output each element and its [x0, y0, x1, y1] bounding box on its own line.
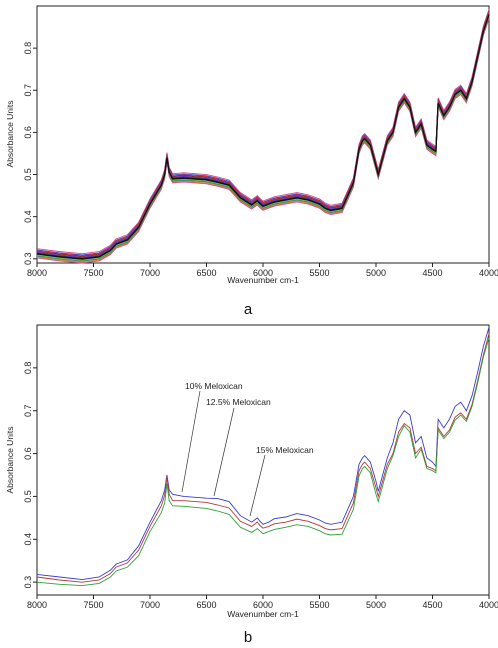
chart-b-y-axis-label: Absorbance Units	[5, 426, 15, 493]
chart-b-y-ticks: 0.3 0.4 0.5 0.6 0.7 0.8	[23, 362, 37, 589]
chart-a-spectrum-line	[36, 16, 490, 262]
y-tick-label: 0.8	[23, 42, 33, 55]
chart-a-spectrum-line	[36, 18, 490, 264]
annotation-leader-12-5	[213, 407, 235, 497]
annotation-12-5-meloxican: 12.5% Meloxican	[206, 397, 271, 407]
chart-a-spectrum-line	[36, 11, 490, 257]
chart-a-panel-label: a	[244, 301, 253, 318]
x-tick-label: 8000	[27, 268, 47, 278]
chart-a-series-group	[36, 9, 490, 264]
chart-a-plot-frame	[36, 5, 490, 264]
chart-a-spectrum-line	[36, 10, 490, 256]
x-tick-label: 4500	[422, 268, 442, 278]
chart-a-x-axis-label: Wavenumber cm-1	[227, 275, 299, 285]
y-tick-label: 0.4	[23, 210, 33, 223]
y-tick-label: 0.5	[23, 490, 33, 503]
chart-a-spectrum-line	[36, 14, 490, 260]
y-tick-label: 0.3	[23, 253, 33, 266]
chart-a: 8000 7500 7000 6500 6000 5500 5000 4500 4000 0.3…	[5, 5, 498, 318]
x-tick-label: 6500	[196, 268, 216, 278]
y-tick-label: 0.8	[23, 362, 33, 375]
x-tick-label: 4000	[479, 600, 498, 610]
x-tick-label: 7500	[83, 600, 103, 610]
chart-a-spectrum-line	[36, 13, 490, 259]
x-tick-label: 5500	[309, 600, 329, 610]
x-tick-label: 4500	[422, 600, 442, 610]
chart-b-x-axis-label: Wavenumber cm-1	[227, 609, 299, 619]
y-tick-label: 0.5	[23, 168, 33, 181]
chart-a-spectrum-line-main	[36, 14, 490, 260]
x-tick-label: 4000	[479, 268, 498, 278]
chart-a-spectrum-line	[36, 16, 490, 262]
chart-b: 8000 7500 7000 6500 6000 5500 5000 4500 4000 0.3…	[5, 324, 498, 646]
y-tick-label: 0.6	[23, 126, 33, 139]
chart-a-y-ticks: 0.3 0.4 0.5 0.6 0.7 0.8	[23, 42, 37, 265]
x-tick-label: 6500	[196, 600, 216, 610]
chart-a-spectrum-line	[36, 15, 490, 261]
x-tick-label: 7000	[140, 268, 160, 278]
chart-a-spectrum-line	[36, 14, 490, 260]
x-tick-label: 7500	[83, 268, 103, 278]
chart-a-x-ticks: 8000 7500 7000 6500 6000 5500 5000 4500 4000	[27, 263, 498, 278]
chart-a-spectrum-line	[36, 17, 490, 263]
x-tick-label: 5500	[309, 268, 329, 278]
annotation-leader-15	[249, 454, 266, 517]
chart-b-x-ticks: 8000 7500 7000 6500 6000 5500 5000 4500 4000	[27, 595, 498, 610]
annotation-leader-10	[181, 390, 201, 493]
annotation-15-meloxican: 15% Meloxican	[256, 445, 314, 455]
chart-a-spectrum-line	[36, 13, 490, 258]
y-tick-label: 0.7	[23, 84, 33, 97]
y-tick-label: 0.4	[23, 533, 33, 546]
chart-a-spectrum-line	[36, 12, 490, 258]
x-tick-label: 6000	[253, 268, 273, 278]
chart-b-series-line-3	[36, 337, 490, 587]
chart-b-series-line-2	[36, 333, 490, 583]
x-tick-label: 7000	[140, 600, 160, 610]
y-tick-label: 0.7	[23, 404, 33, 417]
chart-b-series-group	[36, 327, 490, 587]
x-tick-label: 5000	[366, 268, 386, 278]
chart-a-spectrum-line	[36, 9, 490, 255]
x-tick-label: 8000	[27, 600, 47, 610]
y-tick-label: 0.6	[23, 447, 33, 460]
chart-b-annotations: 10% Meloxican 12.5% Meloxican 15% Meloxi…	[181, 381, 314, 517]
chart-a-spectrum-line	[36, 15, 490, 261]
chart-b-plot-frame	[36, 324, 490, 596]
y-tick-label: 0.3	[23, 576, 33, 589]
annotation-10-meloxican: 10% Meloxican	[185, 381, 243, 391]
chart-a-spectrum-line	[36, 11, 490, 257]
x-tick-label: 5000	[366, 600, 386, 610]
chart-b-panel-label: b	[244, 629, 252, 646]
chart-a-y-axis-label: Absorbance Units	[5, 100, 15, 167]
x-tick-label: 6000	[253, 600, 273, 610]
